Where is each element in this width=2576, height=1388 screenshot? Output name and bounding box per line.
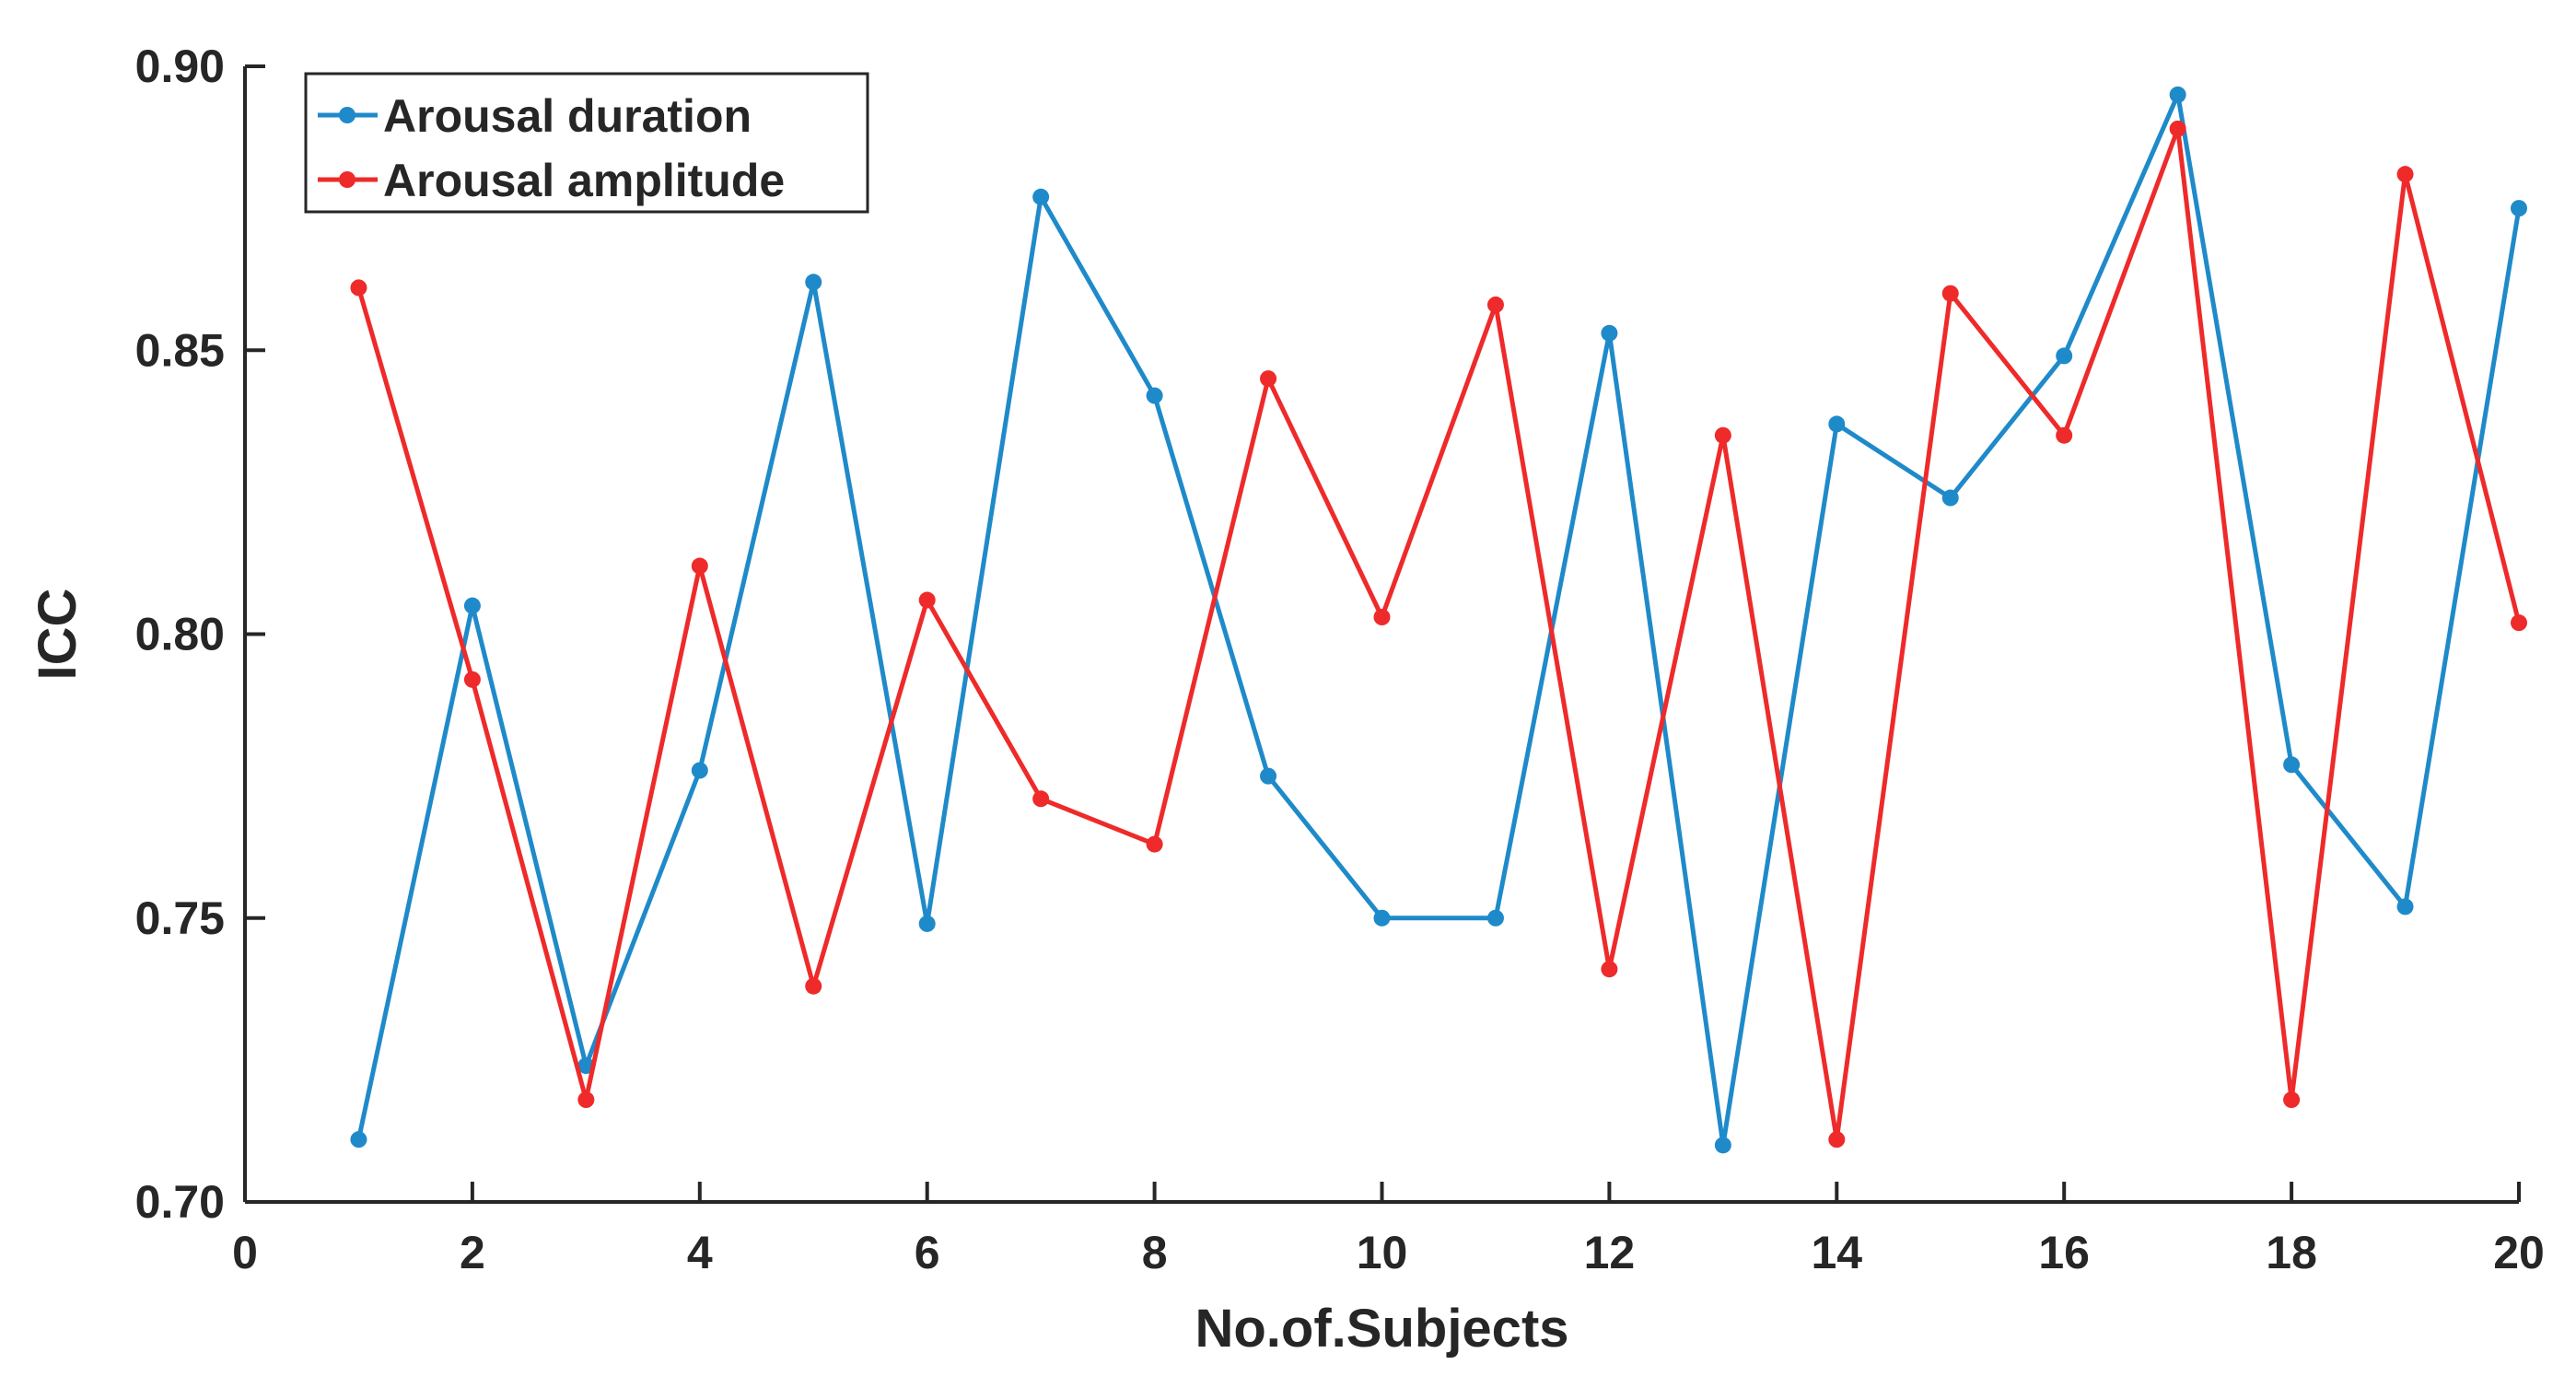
x-tick-label: 6 — [915, 1227, 940, 1278]
series-2-point — [463, 671, 481, 688]
series-2-point — [1828, 1131, 1846, 1149]
legend-item-2: Arousal amplitude — [318, 155, 785, 206]
series-2-point — [2511, 614, 2527, 632]
series-2-point — [577, 1091, 595, 1109]
series-1-point — [2396, 898, 2414, 916]
ticks-layer: 0 2 4 6 8 10 12 14 16 18 20 0.70 0.75 0.80 0.85 0.90 — [135, 41, 2545, 1278]
x-tick-label: 20 — [2493, 1227, 2545, 1278]
legend-swatch-marker — [339, 107, 356, 123]
series-1 — [350, 86, 2527, 1154]
series-2 — [350, 120, 2527, 1149]
legend: Arousal duration Arousal amplitude — [304, 72, 869, 214]
series-2-point — [805, 977, 822, 995]
legend-label: Arousal duration — [383, 90, 752, 142]
x-tick-label: 10 — [1357, 1227, 1408, 1278]
series-2-point — [1601, 961, 1618, 978]
series-1-point — [2169, 86, 2186, 103]
series-1-point — [463, 597, 481, 614]
series-1-point — [691, 762, 708, 779]
x-axis-label: No.of.Subjects — [1195, 1299, 1568, 1359]
series-2-point — [350, 279, 367, 297]
series-1-point — [1714, 1137, 1731, 1154]
x-tick-label: 0 — [232, 1227, 258, 1278]
series-2-point — [1260, 370, 1277, 388]
y-tick-label: 0.70 — [135, 1176, 225, 1228]
series-1-point — [1601, 324, 1618, 342]
series-2-point — [1486, 296, 1504, 313]
series-1-point — [918, 915, 936, 932]
x-tick-label: 8 — [1142, 1227, 1168, 1278]
series-1-point — [2056, 347, 2073, 365]
x-tick-label: 18 — [2266, 1227, 2317, 1278]
y-tick-label: 0.85 — [135, 324, 225, 376]
series-1-point — [1146, 387, 1163, 404]
series-1-point — [805, 274, 822, 291]
legend-swatch-marker — [339, 171, 356, 188]
x-tick-label: 12 — [1584, 1227, 1636, 1278]
series-2-point — [1373, 609, 1391, 626]
series-2-line — [356, 126, 2522, 1142]
series-1-point — [1828, 415, 1846, 433]
series-1-point — [2511, 200, 2527, 217]
series-2-point — [918, 591, 936, 609]
y-tick-label: 0.80 — [135, 609, 225, 660]
legend-box — [304, 72, 869, 214]
x-tick-label: 16 — [2038, 1227, 2090, 1278]
series-1-point — [1941, 489, 1959, 507]
series-2-point — [1714, 426, 1731, 444]
series-1-line — [356, 92, 2522, 1148]
series-2-point — [1146, 835, 1163, 853]
series-2-point — [2396, 166, 2414, 183]
series-2-point — [1941, 285, 1959, 302]
series-1-point — [350, 1131, 367, 1149]
series-1-point — [2283, 756, 2301, 774]
x-tick-label: 2 — [460, 1227, 485, 1278]
y-axis-label: ICC — [28, 589, 87, 681]
x-tick-label: 14 — [1811, 1227, 1862, 1278]
series-1-point — [1486, 909, 1504, 927]
series-2-point — [2169, 120, 2186, 137]
axes-layer — [243, 66, 2519, 1204]
series-1-point — [1260, 767, 1277, 785]
series-1-point — [1373, 909, 1391, 927]
series-2-point — [691, 557, 708, 575]
series-2-point — [2056, 426, 2073, 444]
y-tick-label: 0.90 — [135, 41, 225, 92]
series-2-point — [2283, 1091, 2301, 1109]
x-tick-label: 4 — [687, 1227, 713, 1278]
series-layer — [350, 86, 2527, 1154]
series-2-point — [1032, 790, 1050, 808]
series-1-point — [1032, 188, 1050, 205]
legend-label: Arousal amplitude — [383, 155, 785, 206]
y-tick-label: 0.75 — [135, 892, 225, 944]
legend-item-1: Arousal duration — [318, 90, 752, 142]
